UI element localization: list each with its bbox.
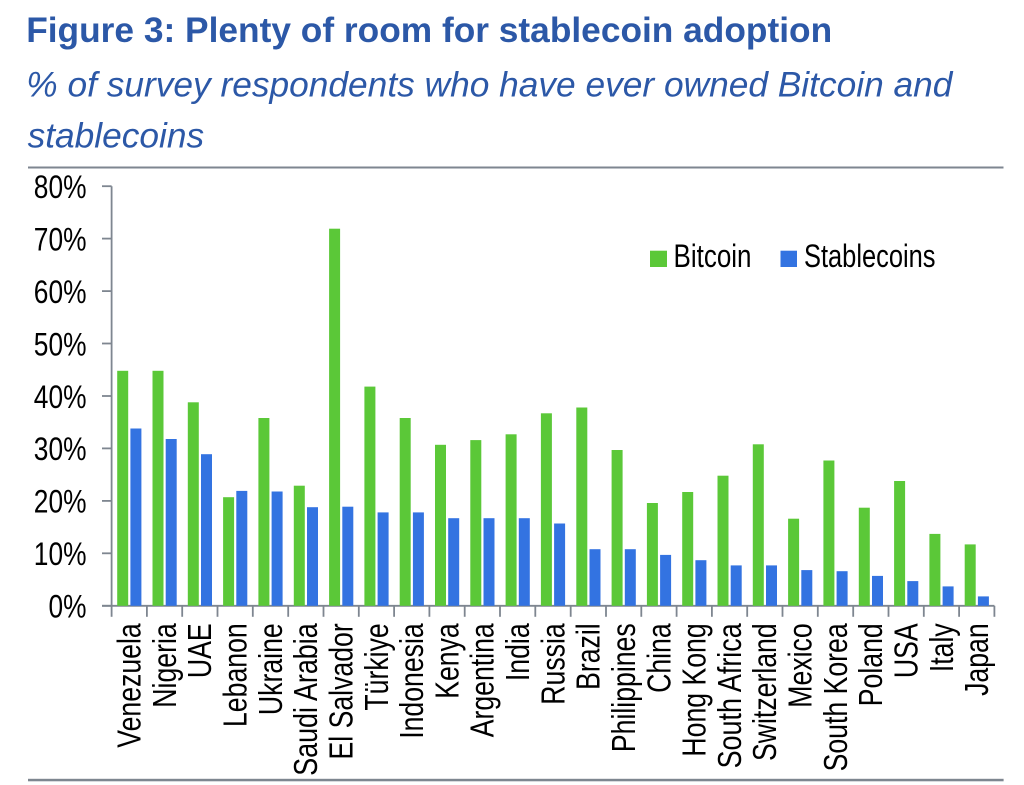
svg-text:stablecoins: stablecoins xyxy=(28,116,205,155)
svg-text:El Salvador: El Salvador xyxy=(324,623,361,759)
svg-text:Argentina: Argentina xyxy=(465,623,502,737)
svg-text:Saudi Arabia: Saudi Arabia xyxy=(288,623,325,776)
svg-text:India: India xyxy=(500,623,537,681)
svg-text:UAE: UAE xyxy=(182,623,219,678)
svg-text:Ukraine: Ukraine xyxy=(253,623,290,715)
svg-text:Mexico: Mexico xyxy=(783,623,820,707)
svg-text:South Africa: South Africa xyxy=(712,623,749,768)
svg-text:Lebanon: Lebanon xyxy=(218,623,255,727)
svg-text:USA: USA xyxy=(889,623,926,678)
svg-text:70%: 70% xyxy=(34,221,87,257)
svg-text:Brazil: Brazil xyxy=(571,623,608,690)
svg-text:Philippines: Philippines xyxy=(606,623,643,752)
svg-text:80%: 80% xyxy=(34,169,87,205)
svg-text:Switzerland: Switzerland xyxy=(747,623,784,761)
svg-text:South Korea: South Korea xyxy=(818,623,855,771)
svg-text:50%: 50% xyxy=(34,326,87,362)
svg-text:Italy: Italy xyxy=(924,623,961,672)
svg-text:60%: 60% xyxy=(34,274,87,310)
svg-text:Japan: Japan xyxy=(959,623,996,696)
svg-text:20%: 20% xyxy=(34,484,87,520)
svg-text:Nigeria: Nigeria xyxy=(147,623,184,708)
svg-text:Russia: Russia xyxy=(535,623,572,705)
svg-text:10%: 10% xyxy=(34,536,87,572)
svg-text:Figure 3: Plenty of room for s: Figure 3: Plenty of room for stablecoin … xyxy=(26,11,832,50)
svg-text:% of survey respondents who ha: % of survey respondents who have ever ow… xyxy=(26,66,953,105)
svg-text:China: China xyxy=(641,623,678,693)
svg-text:Poland: Poland xyxy=(853,623,890,706)
svg-text:0%: 0% xyxy=(49,589,87,625)
svg-text:Hong Kong: Hong Kong xyxy=(677,623,714,756)
svg-text:Venezuela: Venezuela xyxy=(112,623,149,748)
svg-text:30%: 30% xyxy=(34,431,87,467)
svg-text:Kenya: Kenya xyxy=(429,623,466,699)
svg-text:40%: 40% xyxy=(34,379,87,415)
svg-text:Indonesia: Indonesia xyxy=(394,623,431,739)
svg-text:Bitcoin: Bitcoin xyxy=(674,238,752,274)
svg-text:Stablecoins: Stablecoins xyxy=(804,238,936,274)
svg-text:Türkiye: Türkiye xyxy=(359,623,396,710)
